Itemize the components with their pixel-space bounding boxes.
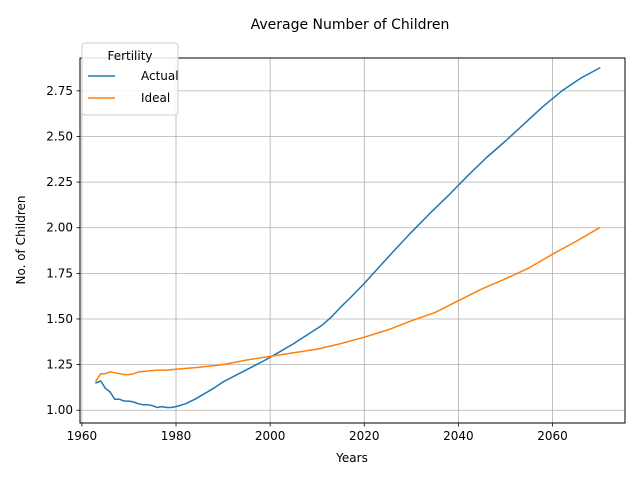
y-tick-label: 2.00	[46, 221, 73, 235]
y-axis-ticks: 1.00 1.25 1.50 1.75 2.00 2.25 2.50 2.75	[46, 84, 80, 417]
y-tick-label: 2.25	[46, 175, 73, 189]
y-tick-label: 1.50	[46, 312, 73, 326]
x-tick-label: 2000	[255, 429, 286, 443]
x-axis-label: Years	[335, 451, 368, 465]
y-tick-label: 1.25	[46, 358, 73, 372]
x-axis-ticks: 1960 1980 2000 2020 2040 2060	[67, 423, 568, 443]
y-tick-label: 2.75	[46, 84, 73, 98]
x-tick-label: 2020	[349, 429, 380, 443]
y-tick-label: 2.50	[46, 129, 73, 143]
legend-title: Fertility	[107, 49, 152, 63]
legend-label-ideal: Ideal	[141, 91, 170, 105]
series-line-actual	[96, 68, 600, 408]
chart-title: Average Number of Children	[251, 17, 450, 33]
y-tick-label: 1.75	[46, 266, 73, 280]
legend-label-actual: Actual	[141, 69, 179, 83]
series-lines	[96, 68, 600, 408]
series-line-ideal	[96, 228, 600, 381]
x-tick-label: 2060	[537, 429, 568, 443]
x-tick-label: 2040	[443, 429, 474, 443]
y-tick-label: 1.00	[46, 403, 73, 417]
legend: Fertility Actual Ideal	[82, 43, 179, 115]
x-tick-label: 1980	[161, 429, 192, 443]
y-axis-label: No. of Children	[14, 195, 28, 284]
x-tick-label: 1960	[67, 429, 98, 443]
